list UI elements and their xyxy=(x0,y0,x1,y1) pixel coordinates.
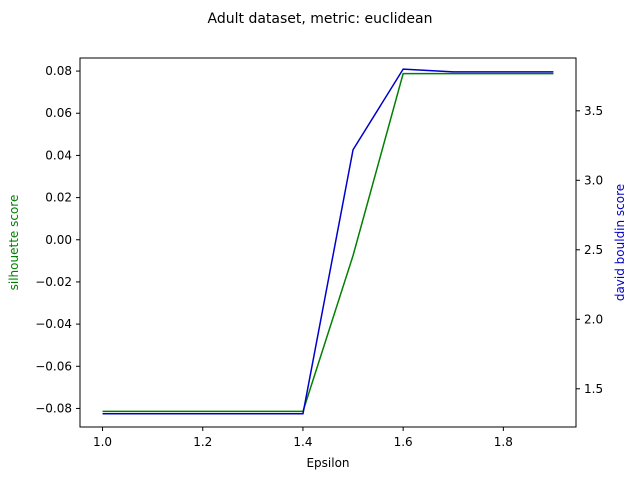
y-left-tick-label: −0.06 xyxy=(35,359,72,373)
y-left-axis-ticks: −0.08 −0.06 −0.04 −0.02 0.00 0.02 0.04 0.06 0.08 xyxy=(35,64,80,415)
y-left-tick-label: −0.08 xyxy=(35,401,72,415)
y-right-axis-ticks: 1.5 2.0 2.5 3.0 3.5 xyxy=(576,104,603,396)
x-axis-ticks: 1.0 1.2 1.4 1.6 1.8 xyxy=(93,427,513,449)
x-tick-label: 1.4 xyxy=(293,435,312,449)
y-right-tick-label: 2.5 xyxy=(584,243,603,257)
silhouette-score-line xyxy=(102,72,554,413)
y-right-tick-label: 3.0 xyxy=(584,173,603,187)
y-left-tick-label: 0.04 xyxy=(45,148,72,162)
x-tick-label: 1.6 xyxy=(394,435,413,449)
chart-title: Adult dataset, metric: euclidean xyxy=(208,11,433,27)
series-layer xyxy=(102,68,554,415)
y-right-tick-label: 2.0 xyxy=(584,312,603,326)
y-left-tick-label: 0.00 xyxy=(45,233,72,247)
x-axis-label: Epsilon xyxy=(306,456,349,470)
plot-frame xyxy=(79,57,577,428)
y-left-tick-label: 0.02 xyxy=(45,191,72,205)
y-left-axis-label: silhouette score xyxy=(7,195,21,291)
y-right-tick-label: 3.5 xyxy=(584,104,603,118)
y-left-tick-label: −0.04 xyxy=(35,317,72,331)
y-right-axis-label: david bouldin score xyxy=(613,184,627,301)
y-left-tick-label: 0.06 xyxy=(45,106,72,120)
x-tick-label: 1.8 xyxy=(494,435,513,449)
x-tick-label: 1.2 xyxy=(193,435,212,449)
x-tick-label: 1.0 xyxy=(93,435,112,449)
davies-bouldin-score-line xyxy=(102,68,554,415)
y-left-tick-label: 0.08 xyxy=(45,64,72,78)
y-right-tick-label: 1.5 xyxy=(584,382,603,396)
y-left-tick-label: −0.02 xyxy=(35,275,72,289)
